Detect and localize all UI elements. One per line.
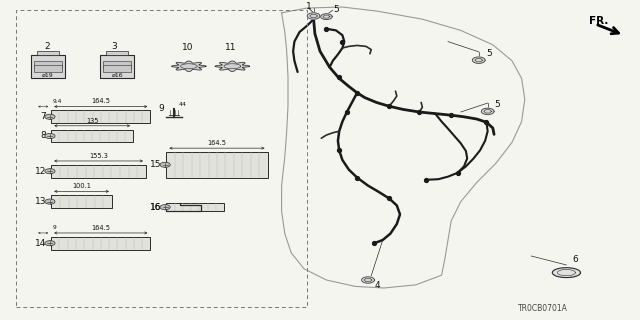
Text: 12: 12 bbox=[35, 167, 46, 176]
Text: 5: 5 bbox=[333, 5, 339, 14]
Circle shape bbox=[160, 162, 170, 167]
Bar bbox=[166, 152, 268, 178]
Circle shape bbox=[45, 241, 55, 246]
Text: 10: 10 bbox=[182, 43, 193, 52]
Text: 11: 11 bbox=[225, 43, 236, 52]
Text: 164.5: 164.5 bbox=[92, 225, 110, 231]
Text: 4: 4 bbox=[374, 281, 380, 290]
Text: 44: 44 bbox=[179, 102, 186, 108]
Circle shape bbox=[45, 199, 55, 204]
Bar bbox=[31, 55, 65, 78]
Polygon shape bbox=[307, 13, 320, 19]
Bar bbox=[51, 130, 133, 142]
Bar bbox=[51, 195, 112, 208]
Circle shape bbox=[45, 169, 55, 174]
Text: FR.: FR. bbox=[589, 16, 608, 26]
Text: 16: 16 bbox=[150, 203, 161, 212]
Text: 9.4: 9.4 bbox=[53, 99, 63, 104]
Bar bbox=[51, 110, 150, 123]
Circle shape bbox=[45, 114, 55, 119]
Polygon shape bbox=[321, 14, 332, 20]
Text: 9: 9 bbox=[53, 225, 57, 230]
Text: 164.5: 164.5 bbox=[92, 99, 110, 104]
Bar bbox=[106, 51, 128, 55]
Circle shape bbox=[45, 133, 55, 139]
Text: 100.1: 100.1 bbox=[72, 183, 91, 189]
Bar bbox=[166, 203, 224, 211]
Polygon shape bbox=[552, 268, 580, 277]
Bar bbox=[103, 65, 131, 72]
Bar bbox=[51, 165, 146, 178]
Bar bbox=[100, 55, 134, 78]
Bar bbox=[34, 65, 62, 72]
Text: 15: 15 bbox=[150, 160, 161, 169]
Text: 5: 5 bbox=[495, 100, 500, 109]
Polygon shape bbox=[362, 277, 374, 283]
Polygon shape bbox=[481, 108, 494, 115]
Bar bbox=[16, 10, 307, 307]
Bar bbox=[37, 51, 59, 55]
Bar bbox=[103, 61, 131, 68]
Text: ø19: ø19 bbox=[42, 73, 54, 77]
Text: 14: 14 bbox=[35, 239, 46, 248]
Text: 135: 135 bbox=[86, 118, 99, 124]
Polygon shape bbox=[172, 61, 206, 71]
Text: 7: 7 bbox=[40, 112, 46, 121]
Polygon shape bbox=[472, 57, 485, 63]
Bar bbox=[51, 237, 150, 250]
Text: 8: 8 bbox=[40, 132, 46, 140]
Text: 16: 16 bbox=[150, 203, 161, 212]
Text: 13: 13 bbox=[35, 197, 46, 206]
Text: 164.5: 164.5 bbox=[207, 140, 227, 146]
Text: 155.3: 155.3 bbox=[89, 153, 108, 159]
Bar bbox=[34, 61, 62, 68]
Text: 1: 1 bbox=[306, 2, 311, 11]
Text: TR0CB0701A: TR0CB0701A bbox=[518, 304, 568, 313]
Text: 5: 5 bbox=[486, 49, 492, 58]
Text: 2: 2 bbox=[44, 42, 49, 51]
Text: ø16: ø16 bbox=[111, 73, 123, 77]
Polygon shape bbox=[215, 61, 250, 71]
Circle shape bbox=[160, 205, 170, 210]
Text: 3: 3 bbox=[111, 42, 116, 51]
Text: 6: 6 bbox=[573, 255, 579, 264]
Text: 9: 9 bbox=[159, 104, 164, 113]
